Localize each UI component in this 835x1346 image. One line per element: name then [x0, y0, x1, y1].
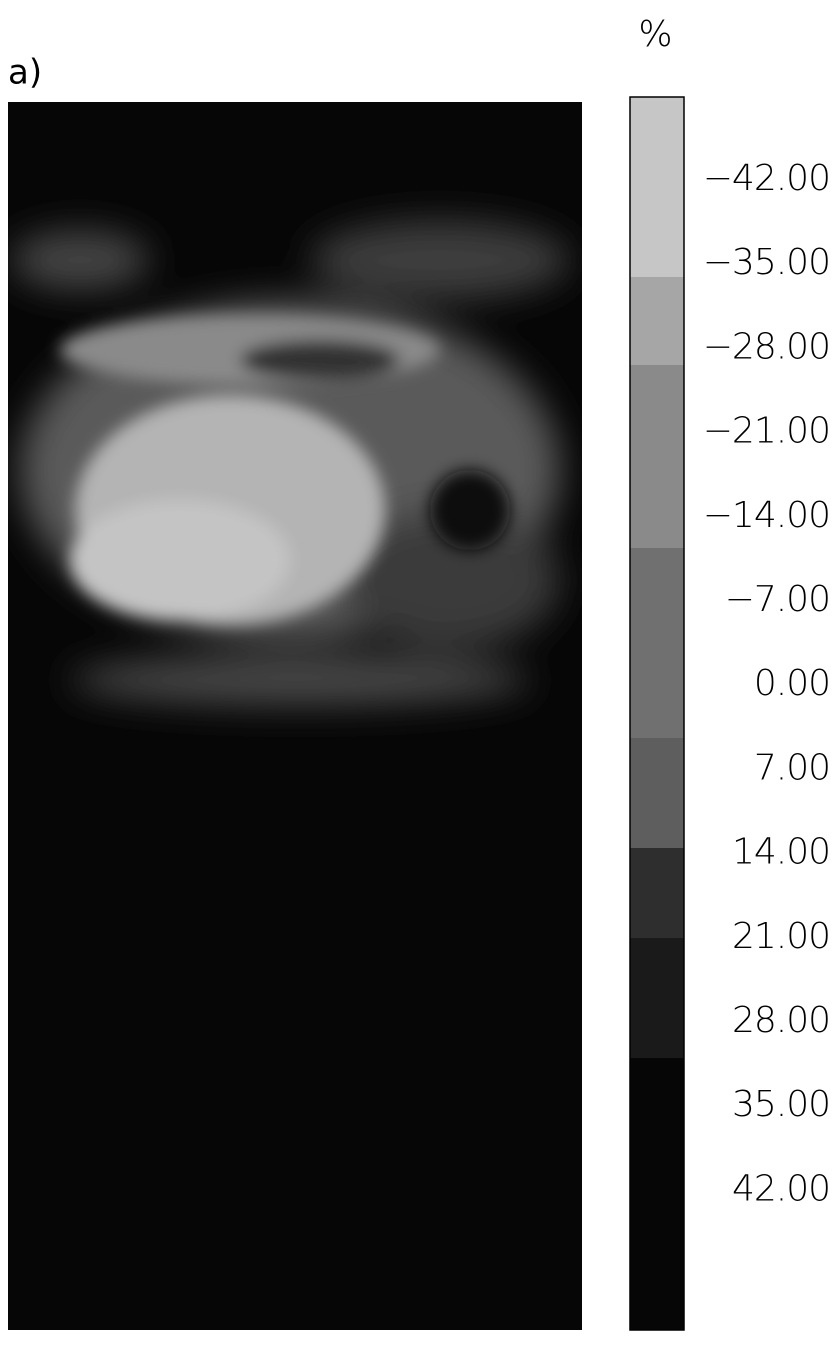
colorbar-label: −28.00: [703, 326, 830, 367]
colorbar-label: −35.00: [703, 242, 830, 283]
colorbar-labels: −42.00 −35.00 −28.00 −21.00 −14.00 −7.00 0.00 7…: [703, 158, 830, 1209]
colorbar-label: 28.00: [732, 1000, 830, 1041]
panel-label: a): [8, 53, 42, 93]
colorbar-label: −14.00: [703, 495, 830, 536]
colorbar-label: 42.00: [732, 1168, 830, 1209]
colorbar-label: −7.00: [725, 579, 830, 620]
colorbar-unit: %: [638, 14, 671, 55]
colorbar-label: −21.00: [703, 411, 830, 452]
colorbar: [630, 97, 684, 1330]
colorbar-label: 7.00: [754, 747, 830, 788]
colorbar-label: 0.00: [754, 663, 830, 704]
figure: a) % −42.00 −35.00 −28.00 −21.00 −14.00 −7.00…: [0, 0, 835, 1346]
colorbar-label: 14.00: [732, 832, 830, 873]
heatmap-image: [8, 102, 582, 1330]
page: {"panel_label": "a)", "colorbar": {"unit…: [0, 0, 835, 1346]
colorbar-label: 21.00: [732, 916, 830, 957]
colorbar-label: 35.00: [732, 1084, 830, 1125]
colorbar-label: −42.00: [703, 158, 830, 199]
